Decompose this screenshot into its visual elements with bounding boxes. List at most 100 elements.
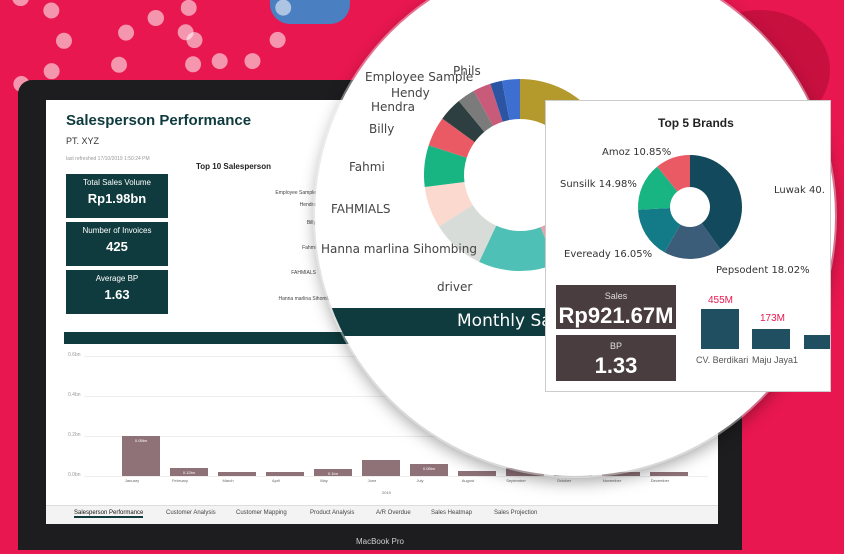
donut-label: FAHMIALS	[331, 202, 391, 216]
brand-label-pepsodent: Pepsodent 18.02%	[716, 265, 810, 276]
brands-title: Top 5 Brands	[658, 116, 734, 130]
tab-sales-projection[interactable]: Sales Projection	[494, 510, 538, 516]
month-bar: 0.12bn	[170, 468, 208, 476]
kpi-label: Number of Invoices	[82, 226, 152, 235]
donut-slice	[424, 182, 473, 227]
y-tick-label: 0.6bn	[68, 352, 81, 358]
y-tick-label: 0.2bn	[68, 432, 81, 438]
month-bar	[218, 472, 256, 476]
bp-label: BP	[609, 341, 622, 351]
month-label: July	[416, 478, 424, 483]
donut-label: driver	[437, 280, 473, 294]
kpi-label: Average BP	[95, 274, 139, 283]
brand-slice	[690, 155, 742, 250]
tab-customer-mapping[interactable]: Customer Mapping	[236, 510, 287, 516]
customer-bar	[804, 335, 830, 349]
bp-value: 1.33	[594, 353, 638, 378]
month-label: September	[506, 478, 526, 483]
top10-title: Top 10 Salesperson	[196, 162, 271, 171]
customer-bar-value: 173M	[760, 313, 786, 324]
company-name: PT. XYZ	[66, 136, 100, 146]
customer-bar-value: 455M	[708, 295, 734, 306]
kpi-label: Total Sales Volume	[82, 178, 152, 187]
donut-label: Hendra	[371, 100, 415, 114]
brand-slice	[638, 166, 678, 210]
donut-label: Phils	[453, 64, 481, 78]
top10-label: Fahmi	[302, 245, 316, 251]
donut-slice	[428, 118, 475, 158]
top10-label: Hanna marlina Sihombing	[278, 296, 336, 302]
tab-sales-heatmap[interactable]: Sales Heatmap	[431, 510, 473, 516]
donut-slice	[502, 79, 520, 120]
customer-bar	[701, 309, 739, 349]
brands-donut-chart	[638, 155, 742, 259]
kpi-card-sales-volume: Total Sales Volume Rp1.98bn	[66, 174, 168, 218]
tab-product-analysis[interactable]: Product Analysis	[310, 510, 355, 516]
year-label: 2019	[382, 490, 391, 495]
month-bar	[266, 472, 304, 476]
month-bar	[602, 472, 640, 476]
month-label: November	[602, 478, 622, 483]
month-bar-label: 0.1bn	[327, 471, 338, 477]
month-label: August	[461, 478, 475, 483]
top10-label: Employee Sample	[275, 190, 316, 196]
month-label: May	[320, 478, 328, 483]
brand-label-eveready: Eveready 16.05%	[564, 249, 653, 260]
brand-slice	[657, 155, 690, 192]
month-bar: 0.05bn	[122, 436, 160, 476]
donut-slice	[438, 205, 497, 262]
donut-label: Employee Sample	[365, 70, 474, 84]
month-bar: 0.1bn	[314, 469, 352, 476]
month-bar-label: 0.05bn	[422, 466, 436, 472]
donut-label: Hendy	[391, 86, 430, 100]
donut-label: Fahmi	[349, 160, 385, 174]
sales-label: Sales	[604, 291, 628, 301]
grid-line	[84, 436, 708, 437]
y-tick-label: 0.0bn	[68, 472, 81, 478]
donut-slice	[424, 145, 467, 188]
sales-value: Rp921.67M	[558, 303, 674, 328]
month-label: June	[367, 478, 377, 483]
brand-slice	[664, 223, 721, 259]
customer-bar-category: CV. Berdikari	[696, 355, 749, 365]
donut-slice	[473, 83, 503, 126]
brand-label-amoz: Amoz 10.85%	[602, 147, 672, 158]
brand-label-sunsilk: Sunsilk 14.98%	[560, 179, 637, 190]
bp-card: BP 1.33	[556, 335, 676, 381]
tab-ar-overdue[interactable]: A/R Overdue	[376, 510, 411, 516]
tab-customer-analysis[interactable]: Customer Analysis	[166, 510, 216, 516]
report-title: Salesperson Performance	[66, 112, 252, 129]
tab-salesperson-performance[interactable]: Salesperson Performance	[74, 510, 144, 518]
customer-bar	[752, 329, 790, 349]
kpi-value: 1.63	[104, 287, 130, 302]
month-label: December	[650, 478, 670, 483]
kpi-card-invoices: Number of Invoices 425	[66, 222, 168, 266]
month-label: October	[556, 478, 572, 483]
brand-label-luwak: Luwak 40.1	[774, 185, 826, 196]
month-bar	[506, 468, 544, 476]
gear-icon	[0, 0, 72, 92]
refresh-note: last refreshed 17/10/2019 1:50:24 PM	[66, 156, 150, 162]
month-bar	[458, 470, 496, 476]
donut-slice	[479, 225, 556, 271]
month-label: February	[171, 478, 188, 483]
customer-bar-category: Maju Jaya1	[752, 355, 799, 365]
month-label: April	[271, 478, 280, 483]
donut-slice	[442, 101, 485, 143]
sales-card: Sales Rp921.67M	[556, 285, 676, 329]
top5-brands-card: Top 5 Brands Amoz 10.85% Sunsilk 14.98% …	[545, 100, 831, 392]
kpi-value: Rp1.98bn	[87, 191, 147, 206]
top10-label: Hendra	[299, 202, 316, 208]
top10-label: Billy	[306, 220, 316, 226]
donut-label: Billy	[369, 122, 395, 136]
kpi-value: 425	[106, 239, 128, 254]
month-label: January	[124, 478, 140, 483]
donut-slice	[490, 80, 510, 122]
donut-slice	[458, 90, 494, 132]
page-tabs: Salesperson Performance Customer Analysi…	[46, 505, 718, 524]
month-bar-label: 0.12bn	[182, 470, 196, 476]
month-bar: 0.05bn	[410, 464, 448, 476]
month-bar	[650, 472, 688, 476]
month-label: March	[222, 478, 234, 483]
brand-slice	[638, 208, 681, 253]
